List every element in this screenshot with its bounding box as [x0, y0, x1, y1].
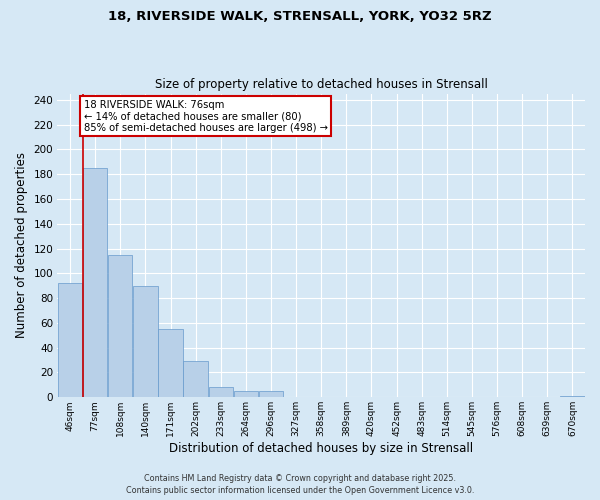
Bar [133, 286, 158, 398]
Bar [560, 396, 584, 398]
Bar [233, 391, 258, 398]
Bar [209, 388, 233, 398]
Bar [184, 362, 208, 398]
Y-axis label: Number of detached properties: Number of detached properties [15, 152, 28, 338]
Bar [158, 329, 182, 398]
Title: Size of property relative to detached houses in Strensall: Size of property relative to detached ho… [155, 78, 488, 91]
Bar [58, 283, 82, 398]
Text: 18 RIVERSIDE WALK: 76sqm
← 14% of detached houses are smaller (80)
85% of semi-d: 18 RIVERSIDE WALK: 76sqm ← 14% of detach… [84, 100, 328, 133]
Text: Contains HM Land Registry data © Crown copyright and database right 2025.
Contai: Contains HM Land Registry data © Crown c… [126, 474, 474, 495]
Text: 18, RIVERSIDE WALK, STRENSALL, YORK, YO32 5RZ: 18, RIVERSIDE WALK, STRENSALL, YORK, YO3… [108, 10, 492, 23]
Bar [108, 254, 133, 398]
Bar [259, 391, 283, 398]
X-axis label: Distribution of detached houses by size in Strensall: Distribution of detached houses by size … [169, 442, 473, 455]
Bar [83, 168, 107, 398]
